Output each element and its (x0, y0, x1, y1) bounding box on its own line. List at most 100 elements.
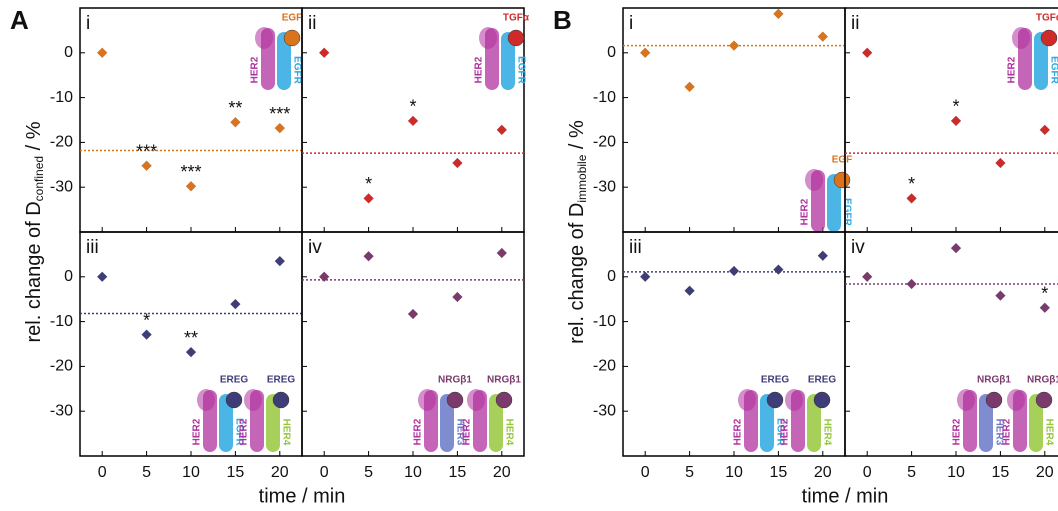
x-tick-label: 5 (142, 464, 151, 481)
x-tick-label: 10 (725, 464, 743, 481)
data-point (995, 157, 1006, 169)
x-tick-label: 15 (227, 464, 245, 481)
ligand-label: EREG (808, 375, 837, 386)
receptor-lobe (1012, 27, 1030, 49)
data-point (452, 291, 463, 303)
x-tick-label: 20 (1036, 464, 1054, 481)
data-point (141, 160, 152, 172)
y-tick-label: -10 (593, 89, 616, 106)
significance-label: ** (184, 328, 198, 348)
data-point (274, 255, 286, 267)
receptor-label: HER2 (780, 418, 791, 445)
x-tick-label: 5 (685, 464, 694, 481)
x-tick-label: 20 (271, 464, 289, 481)
receptor-label: EGFR (774, 418, 785, 447)
y-axis-label-unit: / % (566, 120, 588, 155)
receptor-label: HER2 (413, 418, 424, 445)
receptor-shape (1029, 394, 1043, 452)
ligand-label: EREG (267, 375, 296, 386)
significance-label: *** (269, 104, 290, 124)
ligand-ball (507, 29, 525, 47)
ligand-label: TGFα (503, 13, 530, 24)
x-tick-label: 15 (992, 464, 1010, 481)
receptor-label: HER2 (952, 418, 963, 445)
ligand-label: EREG (761, 375, 790, 386)
panel-numeral: iv (308, 237, 322, 258)
receptor-label: HER2 (1007, 56, 1018, 83)
significance-label: * (143, 310, 150, 330)
receptor-label: HER2 (250, 56, 261, 83)
receptor-shape (501, 32, 515, 90)
x-tick-label: 10 (182, 464, 200, 481)
ligand-label: EGF (832, 155, 853, 166)
significance-label: * (1041, 283, 1048, 303)
y-tick-label: 0 (64, 44, 73, 61)
data-point (230, 116, 241, 128)
ligand-label: NRGβ1 (487, 375, 521, 386)
receptor-label: HER4 (280, 419, 291, 446)
ligand-ball (495, 391, 513, 409)
x-tick-label: 20 (493, 464, 511, 481)
data-point (1039, 302, 1051, 314)
receptor-label: HER2 (1002, 418, 1013, 445)
x-tick-label: 5 (907, 464, 916, 481)
y-tick-label: -10 (50, 313, 73, 330)
data-point (639, 271, 651, 283)
receptor-shape (807, 394, 821, 452)
significance-label: *** (180, 162, 201, 182)
significance-label: *** (136, 141, 157, 161)
receptor-shape (827, 174, 841, 232)
ligand-ball (1035, 391, 1053, 409)
panel-numeral: iii (86, 237, 99, 258)
y-axis-label-unit: / % (23, 121, 45, 156)
ligand-ball (446, 391, 464, 409)
receptor-lobe (805, 169, 823, 191)
x-tick-label: 0 (98, 464, 107, 481)
y-tick-label: 0 (607, 268, 616, 285)
receptor-lobe (467, 389, 485, 411)
y-axis-label: rel. change of Dimmobile / % (566, 120, 589, 344)
receptor-label: HER2 (192, 418, 203, 445)
receptor-label: EGFR (233, 418, 244, 447)
ligand-label: NRGβ1 (1027, 375, 1058, 386)
x-axis-label: time / min (802, 485, 889, 507)
receptor-lobe (785, 389, 803, 411)
receptor-lobe (255, 27, 273, 49)
receptor-lobe (197, 389, 215, 411)
ligand-label: EGF (282, 13, 303, 24)
ligand-ball (225, 391, 243, 409)
data-point (363, 250, 374, 262)
receptor-label: HER3 (454, 419, 465, 446)
data-point (728, 265, 740, 277)
receptor-label: HER4 (821, 419, 832, 446)
receptor-label: HER2 (462, 418, 473, 445)
y-tick-label: -10 (50, 89, 73, 106)
ligand-label: NRGβ1 (438, 375, 472, 386)
data-point (817, 250, 829, 262)
receptor-shape (489, 394, 503, 452)
panel-letter: A (10, 5, 29, 35)
ligand-ball (283, 29, 301, 47)
receptor-lobe (957, 389, 975, 411)
data-point (817, 31, 829, 43)
receptor-label: HER4 (503, 419, 514, 446)
receptor-shape (760, 394, 774, 452)
y-axis-label: rel. change of Dconfined / % (23, 121, 46, 342)
data-point (684, 81, 695, 93)
receptor-label: HER4 (1043, 419, 1054, 446)
x-tick-label: 0 (641, 464, 650, 481)
panel-numeral: iii (629, 237, 642, 258)
data-point (496, 247, 508, 259)
receptor-label: HER2 (474, 56, 485, 83)
significance-label: * (908, 174, 915, 194)
panel-letter: B (553, 5, 572, 35)
data-point (906, 278, 917, 290)
receptor-shape (440, 394, 454, 452)
data-point (185, 180, 197, 192)
significance-label: * (409, 97, 416, 117)
y-tick-label: -30 (593, 402, 616, 419)
x-tick-label: 10 (947, 464, 965, 481)
y-tick-label: -20 (593, 358, 616, 375)
data-point (861, 47, 873, 59)
